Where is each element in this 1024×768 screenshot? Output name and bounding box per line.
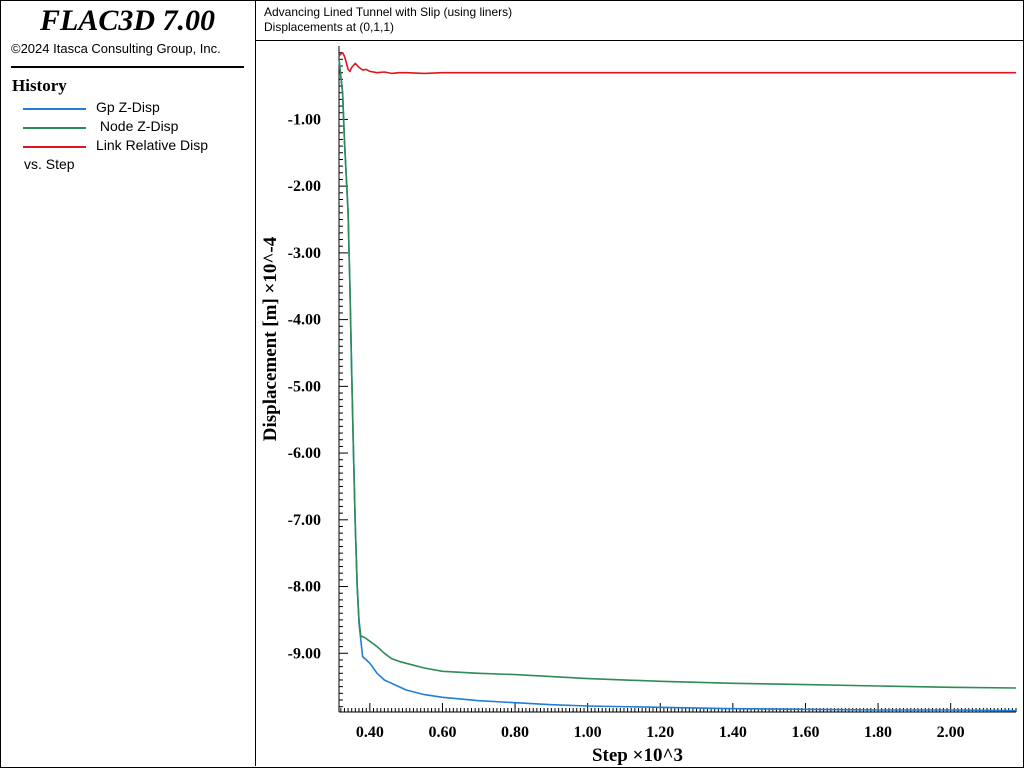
- x-axis-title: Step ×10^3: [592, 745, 683, 766]
- y-tick-label: -9.00: [288, 645, 321, 662]
- legend-panel: FLAC3D 7.00 ©2024 Itasca Consulting Grou…: [0, 0, 256, 766]
- legend-swatch-link-relative-disp: [23, 146, 86, 148]
- y-axis-title: Displacement [m] ×10^-4: [260, 236, 281, 441]
- x-tick-label: 1.60: [791, 724, 819, 741]
- y-tick-label: -3.00: [288, 245, 321, 262]
- x-tick-label: 0.40: [356, 724, 384, 741]
- legend-label-node-z-disp: Node Z-Disp: [96, 118, 179, 134]
- x-tick-label: 1.80: [864, 724, 892, 741]
- x-tick-label: 2.00: [937, 724, 965, 741]
- plot-header: Advancing Lined Tunnel with Slip (using …: [256, 0, 1023, 41]
- x-tick-label: 1.00: [574, 724, 602, 741]
- x-tick-label: 1.20: [646, 724, 674, 741]
- copyright-notice: ©2024 Itasca Consulting Group, Inc.: [11, 41, 221, 56]
- y-tick-label: -1.00: [288, 111, 321, 128]
- history-heading: History: [12, 76, 67, 95]
- vs-step-label: vs. Step: [24, 156, 75, 172]
- y-tick-label: -7.00: [288, 512, 321, 529]
- x-tick-label: 1.40: [719, 724, 747, 741]
- legend-label-link-relative-disp: Link Relative Disp: [96, 137, 209, 153]
- y-tick-label: -4.00: [288, 312, 321, 329]
- plot-title: Advancing Lined Tunnel with Slip (using …: [264, 5, 513, 19]
- x-tick-label: 0.60: [428, 724, 456, 741]
- title-divider: [11, 66, 244, 68]
- y-tick-label: -8.00: [288, 579, 321, 596]
- series-line-gp-z-disp: [338, 59, 1017, 712]
- legend-swatch-gp-z-disp: [23, 108, 86, 110]
- y-tick-label: -2.00: [288, 178, 321, 195]
- series-line-node-z-disp: [338, 59, 1017, 689]
- plot-subtitle: Displacements at (0,1,1): [264, 20, 395, 34]
- x-tick-label: 0.80: [501, 724, 529, 741]
- series-line-link-relative-disp: [338, 51, 1016, 75]
- y-tick-label: -6.00: [288, 445, 321, 462]
- displacement-chart: -1.00 -2.00 -3.00 -4.00 -5.00 -6.00 -7.00 -8.00…: [260, 46, 1017, 766]
- legend-swatch-node-z-disp: [23, 127, 86, 129]
- legend-label-gp-z-disp: Gp Z-Disp: [96, 99, 160, 115]
- app-title: FLAC3D 7.00: [39, 4, 216, 37]
- y-tick-label: -5.00: [288, 378, 321, 395]
